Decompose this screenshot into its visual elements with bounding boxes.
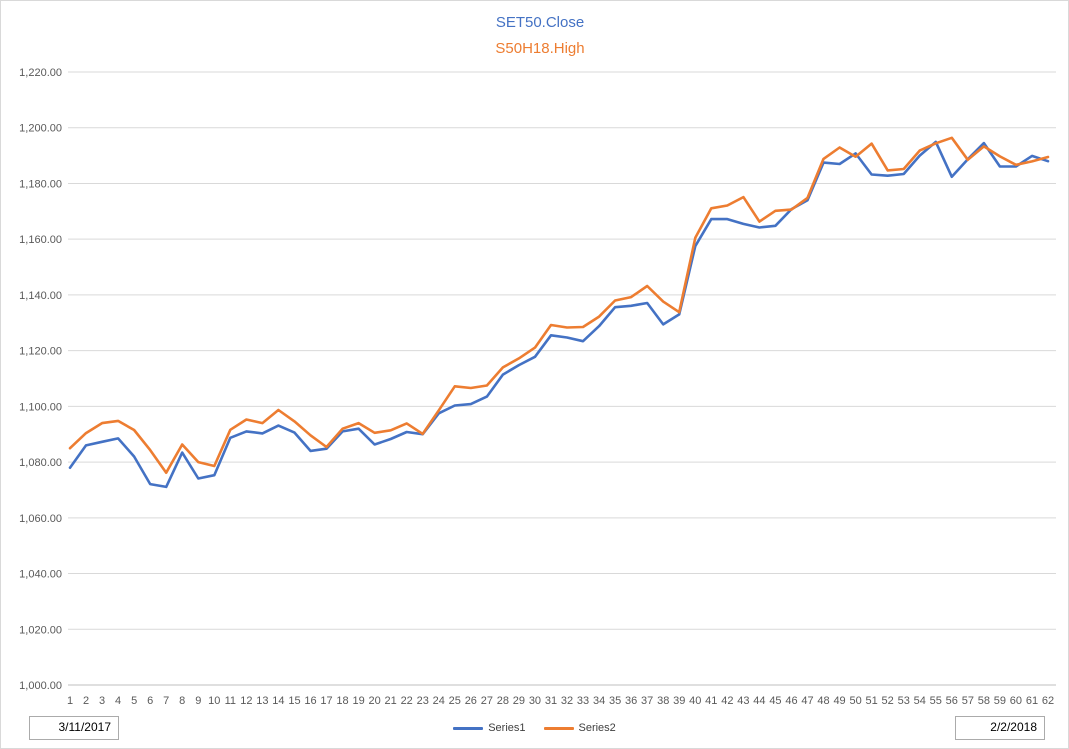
x-axis-label: 16 — [304, 695, 316, 707]
x-axis-label: 51 — [866, 695, 878, 707]
legend-item-series2[interactable]: Series2 — [543, 722, 616, 734]
x-axis-label: 47 — [801, 695, 813, 707]
chart-title-line2: S50H18.High — [495, 40, 584, 57]
x-axis-label: 34 — [593, 695, 605, 707]
x-axis-label: 19 — [352, 695, 364, 707]
x-axis-label: 26 — [465, 695, 477, 707]
x-axis-label: 50 — [849, 695, 861, 707]
x-axis-label: 61 — [1026, 695, 1038, 707]
x-axis-label: 3 — [99, 695, 105, 707]
y-axis-label: 1,160.00 — [19, 234, 62, 246]
y-axis-label: 1,180.00 — [19, 178, 62, 190]
x-axis-label: 21 — [385, 695, 397, 707]
y-axis-label: 1,040.00 — [19, 569, 62, 581]
x-axis-label: 55 — [930, 695, 942, 707]
series-lines — [68, 136, 1050, 489]
x-axis-label: 9 — [195, 695, 201, 707]
x-axis-label: 15 — [288, 695, 300, 707]
x-axis-label: 41 — [705, 695, 717, 707]
y-axis-label: 1,000.00 — [19, 680, 62, 692]
x-axis-label: 28 — [497, 695, 509, 707]
x-axis-label: 37 — [641, 695, 653, 707]
x-axis-label: 4 — [115, 695, 121, 707]
x-axis-label: 30 — [529, 695, 541, 707]
x-axis-label: 32 — [561, 695, 573, 707]
x-axis-label: 31 — [545, 695, 557, 707]
x-axis-label: 49 — [833, 695, 845, 707]
y-axis-labels: 1,000.00 1,020.00 1,040.00 1,060.00 1,080.00… — [19, 67, 62, 692]
y-axis-label: 1,060.00 — [19, 513, 62, 525]
y-axis-label: 1,120.00 — [19, 346, 62, 358]
legend-label-series2: Series2 — [578, 722, 616, 734]
x-axis-label: 53 — [898, 695, 910, 707]
x-axis-label: 40 — [689, 695, 701, 707]
x-axis-labels: 1 2 3 4 5 6 7 8 9 10 11 12 13 14 15 16 17 18 19 20 21 22 23 24 2… — [67, 695, 1054, 707]
series-line-series2 — [68, 136, 1050, 475]
chart-title-line1: SET50.Close — [496, 14, 584, 31]
legend-label-series1: Series1 — [488, 722, 526, 734]
x-axis-label: 27 — [481, 695, 493, 707]
x-axis-label: 8 — [179, 695, 185, 707]
chart-legend: Series1 Series2 — [0, 722, 1069, 734]
x-axis-label: 17 — [320, 695, 332, 707]
start-date-cell[interactable]: 3/11/2017 — [29, 716, 119, 740]
x-axis-label: 62 — [1042, 695, 1054, 707]
x-axis-label: 12 — [240, 695, 252, 707]
x-axis-label: 13 — [256, 695, 268, 707]
y-axis-label: 1,140.00 — [19, 290, 62, 302]
x-axis-label: 5 — [131, 695, 137, 707]
x-axis-label: 39 — [673, 695, 685, 707]
x-axis-label: 35 — [609, 695, 621, 707]
x-axis-label: 11 — [225, 695, 236, 707]
x-axis-label: 60 — [1010, 695, 1022, 707]
y-axis-label: 1,080.00 — [19, 457, 62, 469]
x-axis-label: 52 — [882, 695, 894, 707]
x-axis-label: 24 — [433, 695, 445, 707]
x-axis-label: 7 — [163, 695, 169, 707]
x-axis-label: 42 — [721, 695, 733, 707]
x-axis-label: 46 — [785, 695, 797, 707]
x-axis-label: 45 — [769, 695, 781, 707]
y-axis-label: 1,100.00 — [19, 401, 62, 413]
x-axis-label: 56 — [946, 695, 958, 707]
series-line-series1 — [68, 140, 1050, 489]
x-axis-label: 59 — [994, 695, 1006, 707]
x-axis-label: 54 — [914, 695, 926, 707]
x-axis-label: 36 — [625, 695, 637, 707]
series1-line-swatch — [453, 726, 484, 730]
x-axis-label: 23 — [417, 695, 429, 707]
x-axis-label: 22 — [401, 695, 413, 707]
x-axis-label: 10 — [208, 695, 220, 707]
gridlines — [68, 71, 1056, 686]
legend-item-series1[interactable]: Series1 — [453, 722, 526, 734]
x-axis-label: 1 — [67, 695, 73, 707]
x-axis-label: 48 — [817, 695, 829, 707]
x-axis-label: 18 — [336, 695, 348, 707]
y-axis-label: 1,200.00 — [19, 123, 62, 135]
x-axis-label: 58 — [978, 695, 990, 707]
x-axis-label: 33 — [577, 695, 589, 707]
x-axis-label: 57 — [962, 695, 974, 707]
x-axis-label: 6 — [147, 695, 153, 707]
y-axis-label: 1,020.00 — [19, 624, 62, 636]
x-axis-label: 44 — [753, 695, 765, 707]
x-axis-label: 20 — [368, 695, 380, 707]
x-axis-label: 38 — [657, 695, 669, 707]
x-axis-label: 43 — [737, 695, 749, 707]
x-axis-label: 29 — [513, 695, 525, 707]
x-axis-label: 2 — [83, 695, 89, 707]
end-date-cell[interactable]: 2/2/2018 — [955, 716, 1045, 740]
y-axis-label: 1,220.00 — [19, 67, 62, 79]
x-axis-label: 14 — [272, 695, 284, 707]
series2-line-swatch — [543, 726, 574, 730]
x-axis-label: 25 — [449, 695, 461, 707]
